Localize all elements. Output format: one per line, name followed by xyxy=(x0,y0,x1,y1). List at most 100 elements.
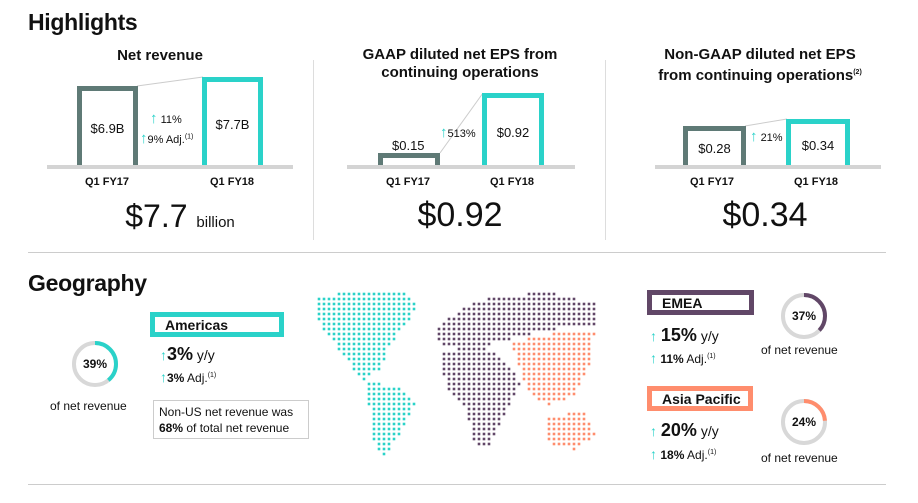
map-dot xyxy=(452,372,456,376)
map-dot xyxy=(527,372,531,376)
map-dot xyxy=(487,412,491,416)
map-dot xyxy=(522,377,526,381)
map-dot xyxy=(547,342,551,346)
map-dot xyxy=(382,407,386,411)
note-line: of total net revenue xyxy=(186,421,290,435)
non-us-note: Non-US net revenue was 68% of total net r… xyxy=(153,400,309,439)
map-dot xyxy=(367,292,371,296)
map-dot xyxy=(477,322,481,326)
map-dot xyxy=(402,392,406,396)
growth-adj-value: 9% Adj. xyxy=(147,134,185,146)
map-dot xyxy=(507,327,511,331)
map-dot xyxy=(402,307,406,311)
map-dot xyxy=(477,367,481,371)
bar-value: $0.34 xyxy=(801,137,835,153)
map-dot xyxy=(387,397,391,401)
map-dot xyxy=(517,352,521,356)
yy-value: 3% xyxy=(167,344,194,364)
map-dot xyxy=(582,437,586,441)
map-dot xyxy=(567,442,571,446)
map-dot xyxy=(497,407,501,411)
map-dot xyxy=(522,327,526,331)
map-dot xyxy=(447,372,451,376)
map-dot xyxy=(377,442,381,446)
map-dot xyxy=(477,302,481,306)
map-dot xyxy=(567,357,571,361)
map-dot xyxy=(527,387,531,391)
map-dot xyxy=(472,422,476,426)
map-dot xyxy=(557,392,561,396)
map-dot xyxy=(517,322,521,326)
map-dot xyxy=(542,397,546,401)
map-dot xyxy=(372,357,376,361)
map-dot xyxy=(557,297,561,301)
map-dot xyxy=(467,367,471,371)
growth: ↑ 11% xyxy=(150,110,182,127)
map-dot xyxy=(462,402,466,406)
map-dot xyxy=(462,312,466,316)
bar-prev: $6.9B xyxy=(77,86,138,166)
map-dot xyxy=(347,327,351,331)
map-dot xyxy=(392,317,396,321)
map-dot xyxy=(367,312,371,316)
map-dot xyxy=(552,307,556,311)
map-dot xyxy=(452,322,456,326)
map-dot xyxy=(367,357,371,361)
map-dot xyxy=(477,397,481,401)
map-dot xyxy=(357,322,361,326)
map-dot xyxy=(332,337,336,341)
map-dot xyxy=(502,402,506,406)
map-dot xyxy=(562,297,566,301)
map-dot xyxy=(587,352,591,356)
map-dot xyxy=(547,302,551,306)
map-dot xyxy=(482,362,486,366)
map-dot xyxy=(357,337,361,341)
map-dot xyxy=(547,402,551,406)
emea-adj: ↑ 11% Adj.(1) xyxy=(650,350,716,366)
map-dot xyxy=(527,342,531,346)
map-dot xyxy=(322,312,326,316)
map-dot xyxy=(467,322,471,326)
map-dot xyxy=(492,387,496,391)
map-dot xyxy=(482,302,486,306)
map-dot xyxy=(362,372,366,376)
map-dot xyxy=(547,427,551,431)
map-dot xyxy=(362,327,366,331)
map-dot xyxy=(582,427,586,431)
map-dot xyxy=(527,327,531,331)
map-dot xyxy=(582,362,586,366)
map-dot xyxy=(547,382,551,386)
map-dot xyxy=(507,302,511,306)
map-dot xyxy=(382,307,386,311)
map-dot xyxy=(532,297,536,301)
map-dot xyxy=(352,367,356,371)
map-dot xyxy=(317,307,321,311)
map-dot xyxy=(457,342,461,346)
map-dot xyxy=(457,377,461,381)
map-dot xyxy=(397,327,401,331)
map-dot xyxy=(442,322,446,326)
map-dot xyxy=(322,322,326,326)
map-dot xyxy=(502,392,506,396)
map-dot xyxy=(462,397,466,401)
map-dot xyxy=(482,322,486,326)
map-dot xyxy=(357,367,361,371)
connector-line xyxy=(744,118,788,127)
map-dot xyxy=(582,337,586,341)
map-dot xyxy=(357,342,361,346)
map-dot xyxy=(492,417,496,421)
map-dot xyxy=(547,362,551,366)
map-dot xyxy=(542,317,546,321)
map-dot xyxy=(362,357,366,361)
map-dot xyxy=(572,377,576,381)
map-dot xyxy=(582,347,586,351)
map-dot xyxy=(567,422,571,426)
map-dot xyxy=(387,402,391,406)
map-dot xyxy=(337,307,341,311)
map-dot xyxy=(457,372,461,376)
map-dot xyxy=(457,317,461,321)
map-dot xyxy=(567,352,571,356)
apac-share: 24% xyxy=(791,415,817,429)
map-dot xyxy=(492,407,496,411)
map-dot xyxy=(517,302,521,306)
